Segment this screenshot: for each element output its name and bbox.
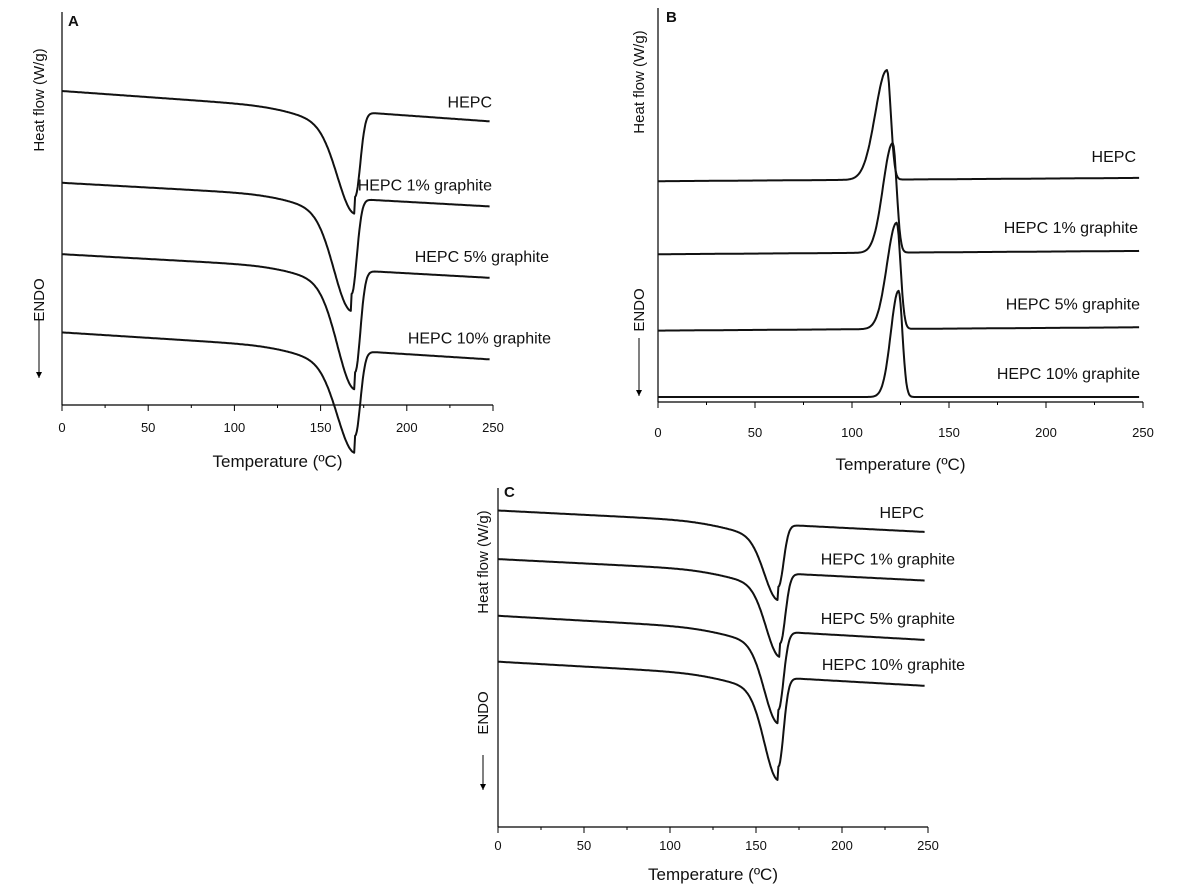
x-tick-label: 150 [310, 420, 332, 435]
endo-arrow-head [636, 390, 642, 396]
x-tick-label: 50 [748, 425, 762, 440]
series-label: HEPC 5% graphite [415, 249, 549, 266]
x-axis-label: Temperature (ºC) [836, 455, 966, 474]
panel-letter: A [68, 13, 79, 30]
panel-letter: B [666, 9, 677, 26]
series-label: HEPC 10% graphite [408, 331, 551, 348]
series-line-3 [497, 614, 925, 725]
x-tick-label: 200 [1035, 425, 1057, 440]
series-label: HEPC 5% graphite [821, 611, 955, 628]
x-tick-label: 0 [654, 425, 661, 440]
panel-letter: C [504, 484, 515, 501]
endo-label: ENDO [631, 288, 648, 331]
chart-panel-C: 0 50 100 150 200 250 Temperature (ºC) Heat flow… [475, 484, 965, 884]
x-tick-label: 100 [659, 838, 681, 853]
x-tick-label: 250 [482, 420, 504, 435]
y-axis-label: Heat flow (W/g) [31, 48, 48, 151]
x-tick-label: 250 [1132, 425, 1154, 440]
chart-panel-A: 0 50 100 150 200 250 Temperature (ºC) Heat flow… [31, 12, 551, 471]
endo-arrow-head [36, 372, 42, 378]
x-tick-label: 50 [577, 838, 591, 853]
series-line-1 [497, 509, 925, 601]
x-tick-label: 100 [224, 420, 246, 435]
x-tick-label: 150 [938, 425, 960, 440]
series-label: HEPC 1% graphite [1004, 220, 1138, 237]
series-label: HEPC 5% graphite [1006, 296, 1140, 313]
series-label: HEPC 1% graphite [821, 552, 955, 569]
x-tick-label: 0 [58, 420, 65, 435]
series-line-2 [497, 558, 925, 658]
endo-arrow-head [480, 784, 486, 790]
series-label: HEPC [880, 505, 924, 522]
series-line-2 [61, 181, 490, 312]
series-label: HEPC [448, 95, 492, 112]
x-axis-label: Temperature (ºC) [213, 452, 343, 471]
series-line-1 [61, 90, 490, 215]
series-line-4 [61, 331, 490, 454]
series-label: HEPC 10% graphite [822, 657, 965, 674]
y-axis-label: Heat flow (W/g) [631, 30, 648, 133]
x-axis-label: Temperature (ºC) [648, 865, 778, 884]
series-label: HEPC 10% graphite [997, 366, 1140, 383]
series-line-2 [658, 142, 1140, 256]
series-line-3 [61, 253, 490, 391]
series-line-4 [497, 660, 925, 781]
x-tick-label: 200 [831, 838, 853, 853]
series-label: HEPC 1% graphite [358, 178, 492, 195]
y-axis-label: Heat flow (W/g) [475, 510, 492, 613]
x-tick-label: 200 [396, 420, 418, 435]
x-tick-label: 150 [745, 838, 767, 853]
endo-label: ENDO [31, 278, 48, 321]
x-tick-label: 0 [494, 838, 501, 853]
x-tick-label: 50 [141, 420, 155, 435]
series-label: HEPC [1092, 149, 1136, 166]
series-line-4 [658, 289, 1140, 398]
endo-label: ENDO [475, 691, 492, 734]
x-tick-label: 100 [841, 425, 863, 440]
chart-panel-B: 0 50 100 150 200 250 Temperature (ºC) Heat flow… [631, 8, 1154, 474]
series-line-3 [658, 221, 1140, 332]
x-tick-label: 250 [917, 838, 939, 853]
series-line-1 [658, 69, 1140, 183]
